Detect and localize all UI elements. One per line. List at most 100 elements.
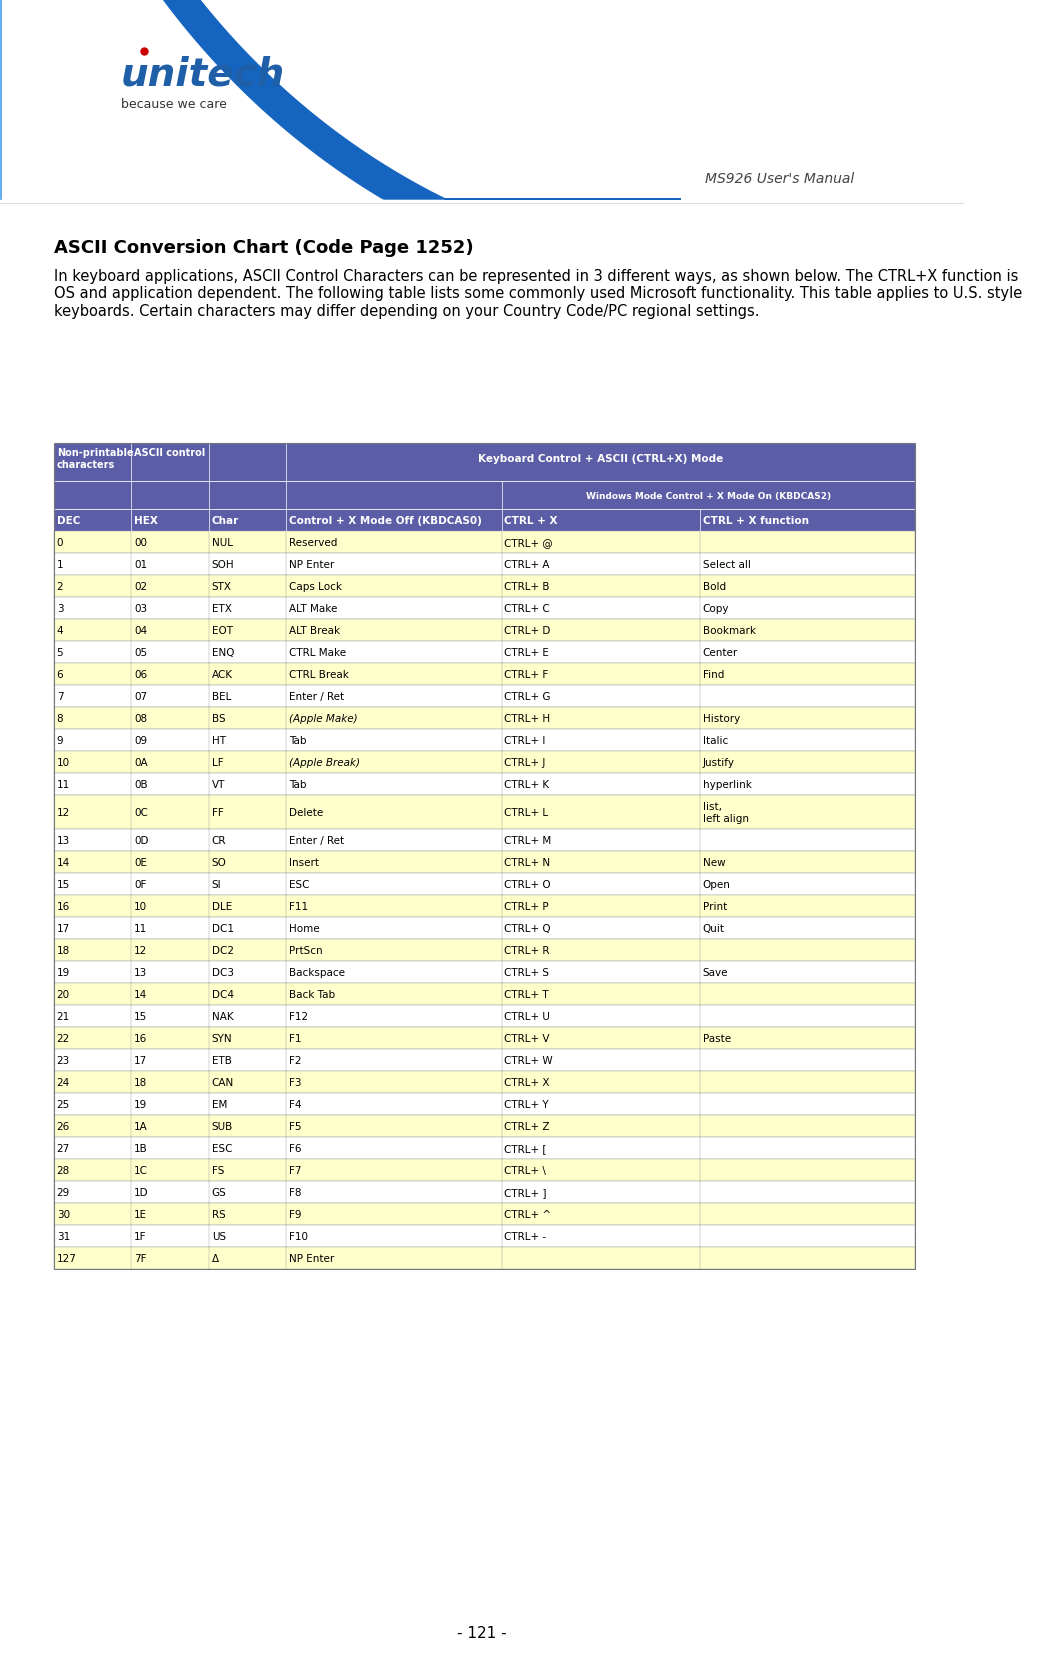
Text: Italic: Italic (703, 736, 728, 746)
Bar (54, 597, 916, 619)
Text: CTRL+ W: CTRL+ W (504, 1056, 553, 1066)
Text: 21: 21 (57, 1012, 70, 1022)
Text: Quit: Quit (703, 923, 725, 934)
Text: CTRL+ V: CTRL+ V (504, 1034, 550, 1044)
Bar (54, 729, 916, 751)
Text: Backspace: Backspace (290, 967, 346, 977)
Bar (54, 796, 916, 830)
Bar (54, 1094, 916, 1116)
Text: CTRL+ Q: CTRL+ Q (504, 923, 551, 934)
Text: SI: SI (212, 880, 221, 890)
Text: Keyboard Control + ASCII (CTRL+X) Mode: Keyboard Control + ASCII (CTRL+X) Mode (479, 453, 723, 463)
Text: 0E: 0E (134, 858, 147, 868)
Text: CTRL+ F: CTRL+ F (504, 669, 549, 679)
Bar (54, 686, 916, 708)
Text: NP Enter: NP Enter (290, 560, 334, 570)
Text: 12: 12 (134, 945, 147, 955)
Text: 15: 15 (57, 880, 70, 890)
Text: STX: STX (212, 582, 231, 592)
Text: BS: BS (212, 714, 225, 723)
Text: Windows Mode Control + X Mode On (KBDCAS2): Windows Mode Control + X Mode On (KBDCAS… (585, 492, 830, 500)
Text: 1B: 1B (134, 1143, 148, 1153)
Text: 08: 08 (134, 714, 147, 723)
Text: CTRL+ E: CTRL+ E (504, 647, 549, 657)
Text: FF: FF (212, 808, 223, 818)
Text: 03: 03 (134, 604, 147, 614)
Text: 1F: 1F (134, 1231, 146, 1241)
Text: CTRL+ G: CTRL+ G (504, 691, 551, 701)
Text: Save: Save (703, 967, 728, 977)
Bar (54, 1203, 916, 1225)
Text: 15: 15 (134, 1012, 147, 1022)
Bar (54, 1116, 916, 1138)
Text: 0A: 0A (134, 758, 147, 768)
Bar (54, 830, 916, 852)
Text: CTRL+ C: CTRL+ C (504, 604, 550, 614)
Text: 10: 10 (57, 758, 70, 768)
Text: CTRL Break: CTRL Break (290, 669, 349, 679)
Text: 9: 9 (57, 736, 63, 746)
Text: 16: 16 (134, 1034, 147, 1044)
Text: 6: 6 (57, 669, 63, 679)
Bar (54, 1049, 916, 1071)
Text: DC2: DC2 (212, 945, 234, 955)
Text: MS926 User's Manual: MS926 User's Manual (706, 172, 854, 186)
Text: Bookmark: Bookmark (703, 626, 756, 636)
Text: DC1: DC1 (212, 923, 234, 934)
Text: CAN: CAN (212, 1077, 234, 1087)
Text: Select all: Select all (703, 560, 750, 570)
Text: SUB: SUB (212, 1121, 233, 1131)
Text: SOH: SOH (212, 560, 235, 570)
Text: CTRL+ L: CTRL+ L (504, 808, 548, 818)
Text: NAK: NAK (212, 1012, 234, 1022)
Bar (54, 940, 916, 962)
Text: Center: Center (703, 647, 738, 657)
Text: F10: F10 (290, 1231, 308, 1241)
Text: 0D: 0D (134, 835, 148, 845)
Text: CTRL Make: CTRL Make (290, 647, 347, 657)
Bar (54, 619, 916, 642)
Text: CTRL+ S: CTRL+ S (504, 967, 549, 977)
Bar (54, 1138, 916, 1159)
Text: 30: 30 (57, 1210, 70, 1220)
Text: EOT: EOT (212, 626, 233, 636)
Text: Non-printable
characters: Non-printable characters (57, 448, 133, 470)
Text: 1C: 1C (134, 1166, 148, 1176)
Bar (54, 708, 916, 729)
Text: F9: F9 (290, 1210, 302, 1220)
Text: ETB: ETB (212, 1056, 231, 1066)
Text: (Apple Make): (Apple Make) (290, 714, 358, 723)
Bar (54, 962, 916, 984)
Text: Copy: Copy (703, 604, 729, 614)
Bar (54, 642, 916, 664)
Text: CR: CR (212, 835, 226, 845)
Bar (54, 482, 916, 510)
Text: 19: 19 (134, 1099, 147, 1109)
Text: DC3: DC3 (212, 967, 234, 977)
Text: 13: 13 (57, 835, 70, 845)
Text: F4: F4 (290, 1099, 302, 1109)
Bar (54, 1225, 916, 1248)
Text: ESC: ESC (212, 1143, 233, 1153)
Text: hyperlink: hyperlink (703, 780, 752, 790)
Text: DLE: DLE (212, 902, 231, 912)
Text: RS: RS (212, 1210, 225, 1220)
Text: 14: 14 (57, 858, 70, 868)
Text: 7: 7 (57, 691, 63, 701)
Text: Open: Open (703, 880, 731, 890)
Text: 127: 127 (57, 1253, 77, 1263)
Text: unitech: unitech (120, 55, 285, 94)
Text: CTRL+ ]: CTRL+ ] (504, 1188, 547, 1198)
Text: FS: FS (212, 1166, 224, 1176)
Text: F12: F12 (290, 1012, 308, 1022)
Text: Reserved: Reserved (290, 537, 337, 547)
Text: CTRL+ I: CTRL+ I (504, 736, 546, 746)
Text: 2: 2 (57, 582, 63, 592)
Text: 09: 09 (134, 736, 147, 746)
Text: CTRL+ Z: CTRL+ Z (504, 1121, 550, 1131)
Text: F6: F6 (290, 1143, 302, 1153)
Text: 23: 23 (57, 1056, 70, 1066)
Text: CTRL+ M: CTRL+ M (504, 835, 552, 845)
Text: 01: 01 (134, 560, 147, 570)
Text: 27: 27 (57, 1143, 70, 1153)
